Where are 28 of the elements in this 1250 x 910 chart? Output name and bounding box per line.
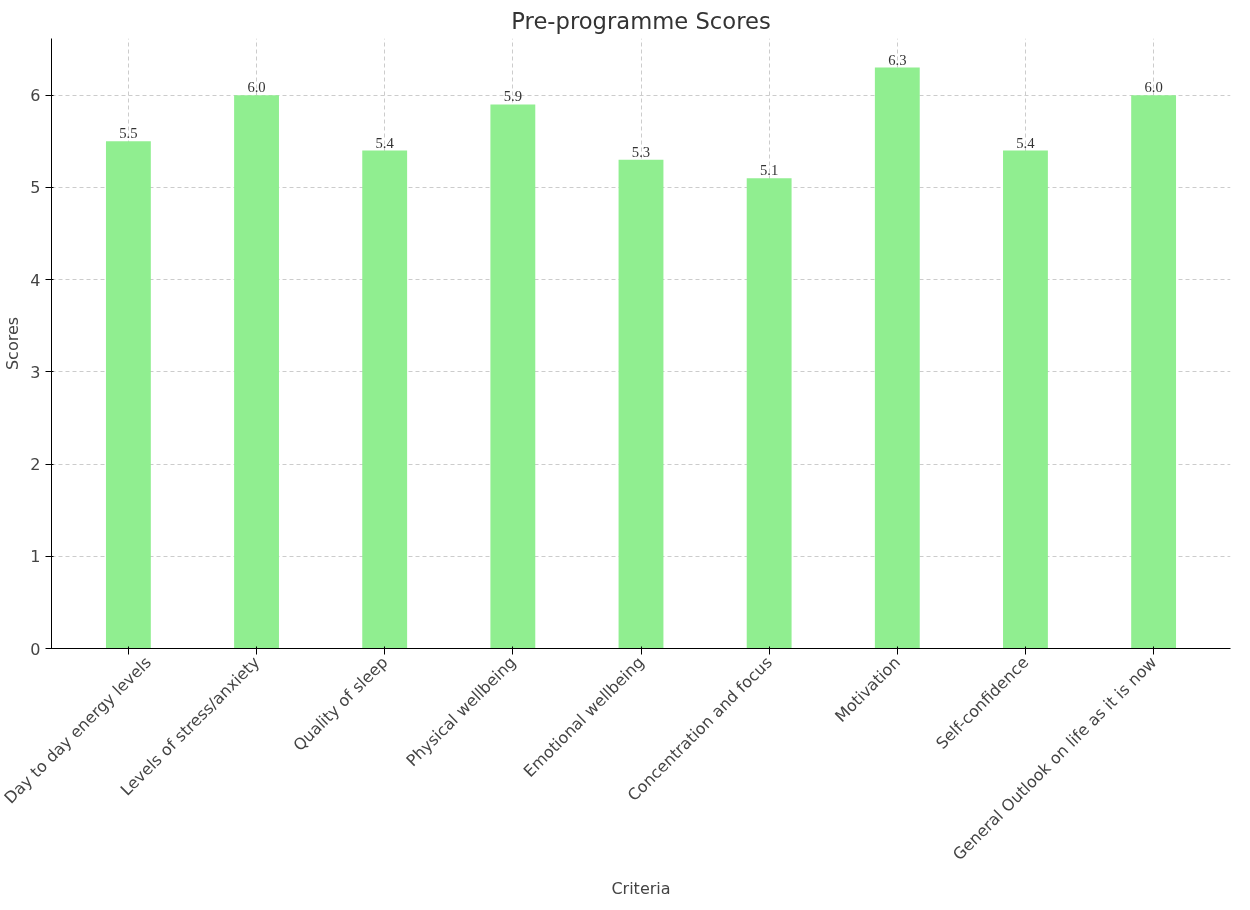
y-tick-label: 0 bbox=[30, 639, 41, 659]
bar bbox=[490, 104, 536, 649]
y-tick-label: 2 bbox=[30, 455, 41, 475]
bar bbox=[362, 150, 408, 649]
chart-title: Pre-programme Scores bbox=[511, 7, 771, 34]
y-tick-label: 3 bbox=[30, 362, 41, 382]
data-label: 5.4 bbox=[375, 134, 395, 151]
data-label: 6.3 bbox=[888, 51, 907, 68]
y-axis-title: Scores bbox=[3, 316, 23, 371]
bar bbox=[234, 95, 279, 649]
data-label: 5.5 bbox=[119, 125, 138, 142]
data-label: 5.4 bbox=[1016, 134, 1036, 151]
bar bbox=[746, 178, 792, 649]
bar bbox=[874, 67, 920, 649]
y-tick-label: 1 bbox=[30, 547, 41, 567]
x-axis-title: Criteria bbox=[611, 878, 671, 898]
bar bbox=[1131, 95, 1177, 649]
y-tick-label: 4 bbox=[30, 270, 41, 290]
data-label: 6.0 bbox=[1144, 79, 1163, 96]
data-label: 5.1 bbox=[759, 162, 779, 179]
bar bbox=[1003, 150, 1048, 649]
bar bbox=[105, 141, 151, 649]
data-label: 6.0 bbox=[247, 79, 266, 96]
data-label: 5.3 bbox=[631, 143, 651, 160]
y-tick-label: 6 bbox=[30, 86, 41, 106]
data-label: 5.9 bbox=[503, 88, 523, 105]
bar bbox=[618, 159, 664, 649]
y-tick-label: 5 bbox=[30, 178, 41, 198]
